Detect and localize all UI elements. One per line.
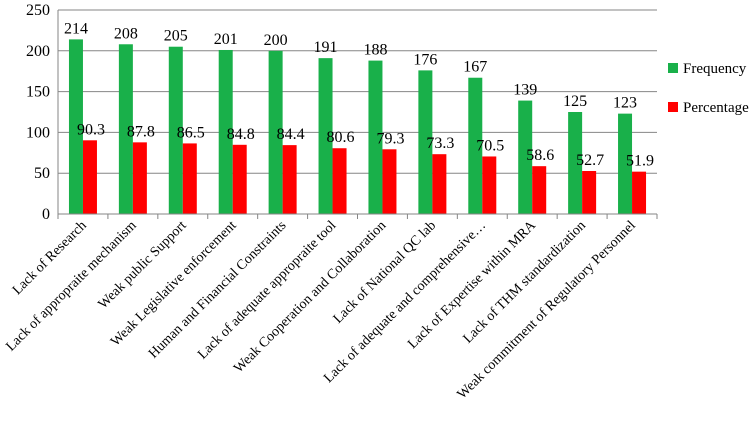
bar-frequency [618,113,633,214]
bar-frequency [268,50,283,214]
data-label-percentage: 70.5 [476,137,504,154]
y-tick-label: 150 [26,84,50,101]
category-label: Weak public Support [96,218,190,312]
data-label-percentage: 79.3 [376,130,404,147]
data-label-frequency: 200 [264,32,288,49]
data-label-frequency: 214 [64,20,88,37]
y-tick-label: 0 [42,206,50,223]
data-label-percentage: 87.8 [127,123,155,140]
data-label-frequency: 201 [214,31,238,48]
data-label-frequency: 123 [613,95,637,112]
data-label-frequency: 176 [413,51,437,68]
data-label-percentage: 52.7 [576,152,604,169]
bar-percentage [282,145,297,214]
bar-percentage [232,144,247,214]
legend-label-percentage: Percentage [683,100,749,116]
bar-frequency [518,100,533,214]
y-tick-label: 200 [26,43,50,60]
data-label-frequency: 125 [563,93,587,110]
data-label-percentage: 73.3 [426,135,454,152]
bar-percentage [182,143,197,214]
bar-percentage [132,142,147,214]
bar-frequency [318,58,333,215]
y-tick-label: 50 [34,165,50,182]
bars [68,39,647,215]
legend-label-frequency: Frequency [683,61,747,77]
data-label-frequency: 205 [164,28,188,45]
data-label-percentage: 84.8 [227,126,255,143]
axes [57,10,658,219]
data-label-frequency: 208 [114,25,138,42]
bar-percentage [332,148,347,214]
bar-percentage [432,154,447,214]
category-label: Weak commitment of Regulatory Personnel [455,218,639,402]
bar-percentage [532,166,547,214]
data-label-percentage: 86.5 [177,124,205,141]
bar-percentage [632,171,647,214]
bar-frequency [568,112,583,214]
bar-percentage [82,140,97,214]
data-labels: 214 208 205 201 200 191 188 176 167 139 125 123 90.3… [64,20,654,169]
bar-frequency [418,70,433,214]
data-label-percentage: 51.9 [626,153,654,170]
legend-swatch-percentage [668,102,678,112]
data-label-frequency: 139 [513,82,537,99]
gridlines [58,9,657,174]
data-label-frequency: 167 [463,59,487,76]
data-label-percentage: 80.6 [327,129,355,146]
bar-frequency [218,49,233,214]
data-label-percentage: 90.3 [77,121,105,138]
data-label-percentage: 58.6 [526,147,554,164]
bar-percentage [582,170,597,214]
y-tick-label: 100 [26,124,50,141]
bar-frequency [168,46,183,214]
data-label-frequency: 191 [314,39,338,56]
bar-percentage [482,156,497,214]
legend: Frequency Percentage [668,61,749,116]
bar-percentage [382,149,397,214]
y-axis-tick-labels: 0 50 100 150 200 250 [26,2,50,223]
legend-swatch-frequency [668,63,678,73]
bar-frequency [368,60,383,215]
data-label-percentage: 84.4 [277,126,305,143]
y-tick-label: 250 [26,2,50,19]
bar-frequency [68,39,83,214]
data-label-frequency: 188 [363,42,387,59]
bar-frequency [468,77,483,214]
bar-frequency [118,44,133,214]
